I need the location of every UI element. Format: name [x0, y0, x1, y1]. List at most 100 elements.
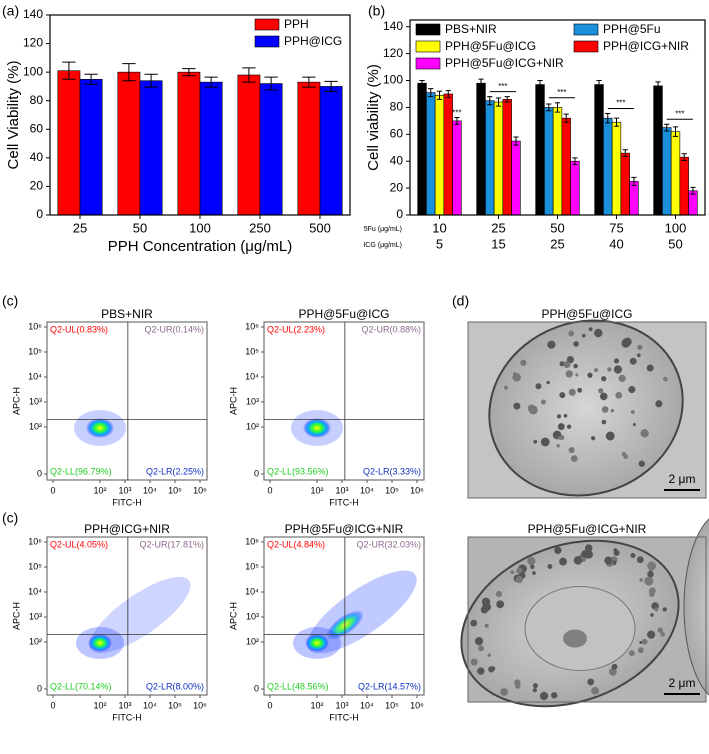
legend-label: PPH@5Fu@ICG+NIR: [445, 56, 564, 70]
organelle: [584, 544, 593, 552]
quadrant-label: Q2-LL(48.56%): [267, 681, 329, 691]
error-bar: [478, 78, 484, 88]
bar: [57, 70, 81, 216]
organelle: [503, 385, 509, 390]
organelle: [496, 600, 505, 609]
organelle: [663, 376, 668, 382]
bar: [237, 74, 261, 216]
organelle: [613, 365, 623, 374]
error-bar: [242, 67, 256, 83]
y-tick-label: 100: [383, 73, 403, 87]
x-tick-label: 10⁶: [193, 700, 207, 710]
bar: [629, 181, 639, 216]
organelle: [638, 460, 645, 467]
x-tick-label: 25: [491, 220, 505, 235]
organelle: [510, 570, 515, 575]
organelle: [660, 632, 665, 637]
y-tick-label: 10⁶: [245, 536, 259, 546]
organelle: [516, 567, 522, 573]
organelle: [539, 691, 549, 701]
organelle: [605, 431, 615, 441]
organelle: [481, 597, 491, 606]
y-tick-label: 120: [383, 46, 403, 60]
significance: ***: [616, 99, 625, 108]
error-bar: [563, 113, 569, 123]
plot-frame: [263, 536, 425, 696]
error-bar: [487, 96, 493, 106]
micrograph: [467, 319, 707, 499]
organelle: [495, 590, 503, 598]
organelle: [588, 327, 593, 332]
quadrant-label: Q2-UR(0.88%): [361, 324, 421, 334]
bar: [259, 83, 283, 216]
x-tick-label: 10⁵: [385, 700, 399, 710]
organelle: [540, 399, 546, 405]
error-bar: [144, 73, 158, 88]
organelle: [528, 405, 538, 415]
x-tick-label: 10²: [93, 485, 106, 495]
error-bar: [513, 136, 519, 146]
y-tick-label: 0: [36, 207, 43, 221]
error-bar: [613, 117, 620, 127]
organelle: [636, 353, 641, 358]
organelle: [513, 402, 521, 410]
organelle: [559, 361, 565, 367]
organelle: [477, 667, 485, 675]
y-tick-label: 10⁵: [245, 346, 259, 356]
x-tick-label: 75: [609, 220, 623, 235]
organelle: [573, 363, 578, 369]
bar: [417, 82, 427, 216]
organelle: [637, 647, 644, 654]
organelle: [613, 358, 620, 364]
error-bar: [622, 149, 628, 157]
organelle: [533, 439, 538, 444]
x-tick-label: 10⁶: [193, 485, 207, 495]
organelle: [647, 571, 654, 578]
legend-label: PBS+NIR: [445, 22, 497, 36]
plot-frame: [46, 536, 208, 696]
y-tick-label: 10³: [246, 396, 259, 406]
organelle: [557, 436, 561, 440]
y-tick-label: 10⁶: [28, 321, 42, 331]
x-tick-label: 10⁵: [385, 485, 399, 495]
bar: [511, 140, 521, 216]
error-bar: [84, 73, 98, 85]
quadrant-label: Q2-UL(4.05%): [50, 539, 108, 549]
quadrant-label: Q2-UR(32.03%): [356, 539, 421, 549]
y-tick-label: 40: [30, 150, 44, 164]
legend-swatch: [254, 35, 280, 48]
plot-title: PPH@ICG+NIR: [84, 522, 170, 536]
cell: [683, 518, 709, 696]
plot-title: PPH@5Fu@ICG: [298, 307, 389, 321]
density-cloud: [74, 410, 417, 659]
organelle: [577, 387, 583, 393]
y-tick-label: 0: [254, 468, 259, 478]
bar: [443, 93, 453, 216]
organelle: [613, 548, 618, 553]
y-tick-label: 60: [30, 121, 44, 135]
y-tick-label: 80: [30, 93, 44, 107]
organelle: [566, 424, 572, 429]
quadrant-label: Q2-LL(96.79%): [50, 466, 112, 476]
panel-label: (c): [2, 293, 18, 309]
x-tick-label: 10³: [335, 700, 348, 710]
error-bar: [672, 126, 679, 137]
x-tick-label: 10³: [118, 485, 131, 495]
quadrant-label: Q2-LR(8.00%): [146, 681, 204, 691]
error-bar: [690, 186, 696, 195]
y-tick-label: 140: [383, 19, 403, 33]
organelle: [628, 650, 635, 657]
error-bar: [681, 153, 687, 162]
x-axis-title: FITC-H: [112, 497, 142, 507]
scale-bar-label: 2 μm: [669, 676, 696, 690]
quadrant-label: Q2-LR(3.33%): [363, 466, 421, 476]
organelle: [636, 556, 644, 564]
organelle: [559, 557, 567, 566]
error-bar: [436, 90, 443, 100]
y-tick-label: 10⁶: [28, 536, 42, 546]
x-axis-title: FITC-H: [112, 712, 142, 722]
bar: [177, 71, 201, 216]
organelle: [662, 607, 667, 612]
x-tick-label: 10⁴: [143, 700, 157, 710]
quadrant-label: Q2-UL(0.83%): [50, 324, 108, 334]
